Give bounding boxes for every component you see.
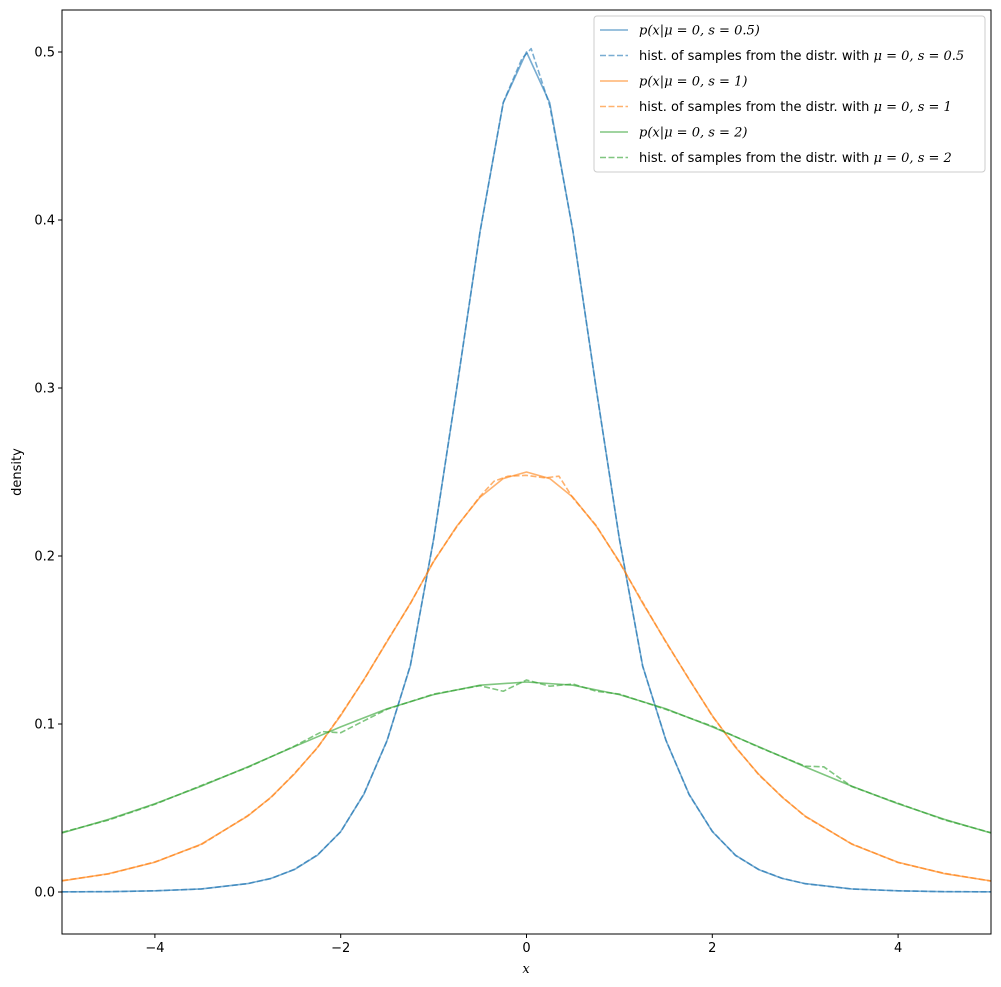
- legend-label-s1-hist: hist. of samples from the distr. with μ …: [639, 100, 952, 115]
- y-axis-ticks: 0.0 0.1 0.2 0.3 0.4 0.5: [34, 46, 62, 901]
- series-line-s05-hist: [61, 47, 992, 893]
- legend: p(x|μ = 0, s = 0.5) hist. of samples from…: [593, 15, 986, 173]
- legend-label-s05-hist: hist. of samples from the distr. with μ …: [639, 49, 964, 64]
- y-tick-label: 0.1: [34, 718, 55, 733]
- y-tick-label: 0.4: [34, 214, 55, 229]
- legend-label-s2-hist: hist. of samples from the distr. with μ …: [639, 151, 952, 166]
- series-line-s1-hist: [61, 474, 992, 882]
- legend-label-s1-pdf: p(x|μ = 0, s = 1): [639, 75, 747, 90]
- y-tick-label: 0.5: [34, 46, 55, 61]
- legend-box: [593, 15, 986, 173]
- y-tick-label: 0.3: [34, 382, 55, 397]
- x-tick-label: 0: [522, 941, 530, 956]
- y-tick-label: 0.0: [34, 886, 55, 901]
- series-line-s2-hist: [61, 679, 992, 834]
- series-line-s1-pdf: [61, 471, 992, 882]
- plot-area: [61, 47, 992, 893]
- x-tick-label: 2: [708, 941, 716, 956]
- x-tick-label: −4: [145, 941, 164, 956]
- x-tick-label: −2: [331, 941, 350, 956]
- x-axis-ticks: −4 −2 0 2 4: [145, 934, 902, 956]
- x-axis-label: x: [522, 962, 530, 977]
- x-tick-label: 4: [894, 941, 902, 956]
- series-line-s2-pdf: [61, 681, 992, 834]
- legend-label-s2-pdf: p(x|μ = 0, s = 2): [639, 126, 747, 141]
- y-axis-label: density: [10, 448, 25, 496]
- legend-label-s05-pdf: p(x|μ = 0, s = 0.5): [639, 24, 760, 39]
- y-tick-label: 0.2: [34, 550, 55, 565]
